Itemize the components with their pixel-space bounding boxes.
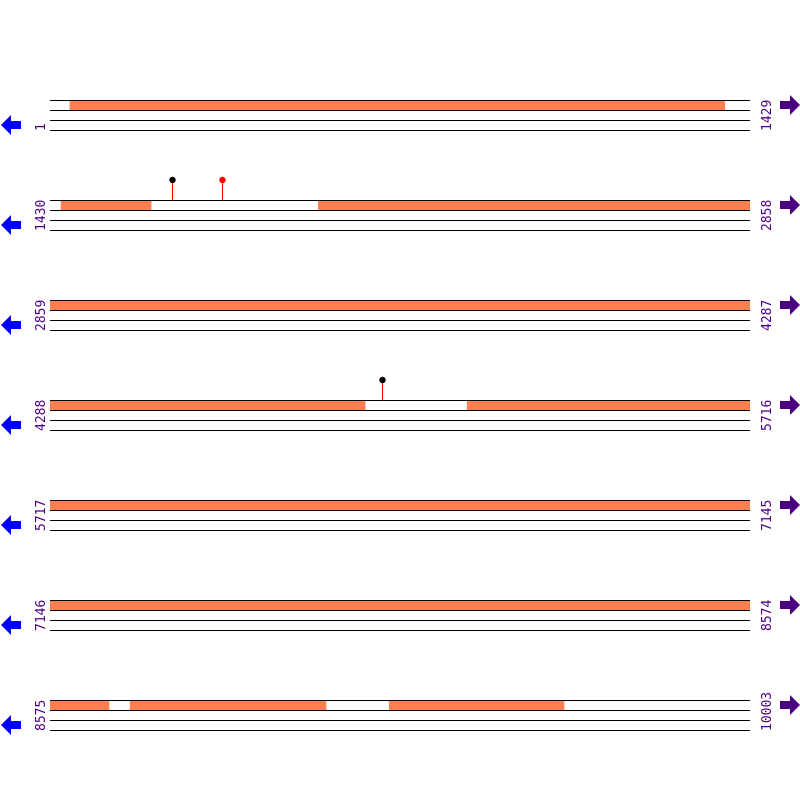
sequence-row: 7146 8574 xyxy=(1,595,800,635)
row-start-label: 8575 xyxy=(34,700,49,731)
sequence-row: 5717 7145 xyxy=(1,495,800,535)
row-start-label: 4288 xyxy=(34,400,49,431)
row-start-label: 5717 xyxy=(34,500,49,531)
row-end-label: 5716 xyxy=(760,400,775,431)
sequence-row: 4288 5716 xyxy=(1,376,800,435)
arrow-left-icon[interactable] xyxy=(1,215,21,235)
feature-segment[interactable] xyxy=(50,701,110,710)
feature-segment[interactable] xyxy=(50,601,751,610)
marker-head[interactable] xyxy=(169,176,176,184)
arrow-left-icon[interactable] xyxy=(1,515,21,535)
row-end-label: 8574 xyxy=(760,600,775,631)
row-end-label: 7145 xyxy=(760,500,775,531)
row-start-label: 7146 xyxy=(34,600,49,631)
arrow-right-icon[interactable] xyxy=(780,295,800,315)
arrow-left-icon[interactable] xyxy=(1,715,21,735)
sequence-row: 2859 4287 xyxy=(1,295,800,335)
row-end-label: 2858 xyxy=(760,200,775,231)
row-start-label: 1430 xyxy=(34,200,49,231)
arrow-right-icon[interactable] xyxy=(780,495,800,515)
row-start-label: 1 xyxy=(34,123,49,131)
feature-segment[interactable] xyxy=(69,101,726,110)
feature-segment[interactable] xyxy=(50,401,366,410)
arrow-left-icon[interactable] xyxy=(1,115,21,135)
arrow-right-icon[interactable] xyxy=(780,395,800,415)
sequence-row: 1 1429 xyxy=(1,95,800,135)
feature-segment[interactable] xyxy=(60,201,152,210)
feature-segment[interactable] xyxy=(50,501,751,510)
row-end-label: 4287 xyxy=(760,300,775,331)
feature-segment[interactable] xyxy=(466,401,751,410)
feature-segment[interactable] xyxy=(129,701,327,710)
sequence-row: 1430 2858 xyxy=(1,176,800,235)
arrow-right-icon[interactable] xyxy=(780,95,800,115)
arrow-left-icon[interactable] xyxy=(1,315,21,335)
row-end-label: 1429 xyxy=(760,100,775,131)
row-start-label: 2859 xyxy=(34,300,49,331)
arrow-left-icon[interactable] xyxy=(1,415,21,435)
feature-segment[interactable] xyxy=(388,701,565,710)
arrow-right-icon[interactable] xyxy=(780,595,800,615)
sequence-row: 8575 10003 xyxy=(1,692,800,735)
marker-head[interactable] xyxy=(219,176,226,184)
arrow-left-icon[interactable] xyxy=(1,615,21,635)
marker-head[interactable] xyxy=(379,376,386,384)
arrow-right-icon[interactable] xyxy=(780,195,800,215)
row-end-label: 10003 xyxy=(760,692,775,731)
feature-segment[interactable] xyxy=(317,201,751,210)
feature-segment[interactable] xyxy=(50,301,751,310)
arrow-right-icon[interactable] xyxy=(780,695,800,715)
